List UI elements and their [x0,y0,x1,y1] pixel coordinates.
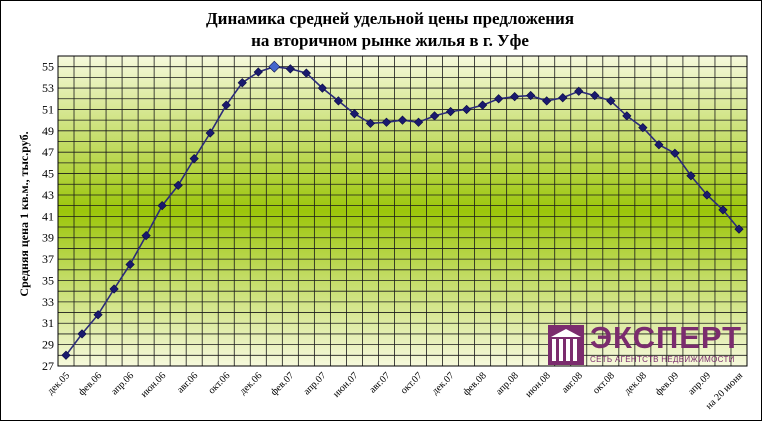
data-point [381,117,392,127]
x-tick-label: фев.08 [461,370,489,398]
data-point [285,64,295,74]
data-point [237,78,247,88]
y-tick-label: 31 [42,316,54,330]
x-tick-label: июн.07 [331,370,360,399]
x-tick-label: апр.07 [302,370,329,397]
x-tick-label: фев.06 [76,370,104,398]
data-point [365,118,376,128]
y-tick-label: 41 [42,209,54,223]
x-tick-label: июн.08 [523,370,552,399]
data-point [397,115,408,125]
plot-border [57,55,748,367]
x-tick-label: дек.08 [622,370,649,397]
x-tick-label: апр.09 [686,370,713,397]
data-point [606,96,616,106]
data-point [125,259,135,270]
data-point [590,90,600,101]
data-point [622,111,632,121]
data-point [61,350,71,360]
data-point [574,86,584,96]
data-point [542,96,552,106]
data-point [718,205,728,215]
y-tick-label: 49 [42,124,54,138]
data-point [221,100,231,110]
plot-area [58,56,747,366]
x-tick-label: фев.07 [269,370,297,398]
logo-tagline: СЕТЬ АГЕНТСТВ НЕДВИЖИМОСТИ [590,355,735,364]
data-point [93,310,103,320]
data-point [413,117,424,127]
data-point [253,67,263,77]
data-point [654,140,664,150]
x-tick-label: апр.06 [109,370,136,397]
y-tick-label: 37 [42,252,54,266]
company-logo: ЭКСПЕРТ СЕТЬ АГЕНТСТВ НЕДВИЖИМОСТИ [546,320,750,368]
x-tick-label: авг.06 [175,370,200,395]
data-point [157,201,167,211]
data-point [686,171,696,181]
x-tick-label: июн.06 [139,370,168,399]
x-tick-label: авг.08 [560,370,585,395]
x-tick-label: дек.06 [238,370,265,397]
data-point [268,60,281,73]
y-tick-label: 55 [42,60,54,74]
data-point [558,93,568,103]
data-point [510,91,520,102]
data-point [638,122,648,133]
chart-title-line-2: на вторичном рынке жилья в г. Уфе [251,31,529,50]
data-point [461,104,472,115]
data-point [477,100,488,110]
y-tick-label: 53 [42,81,54,95]
chart-title: Динамика средней удельной цены предложен… [120,8,660,52]
x-tick-label: авг.07 [367,370,392,395]
data-point [349,109,360,119]
y-tick-label: 29 [42,338,54,352]
data-point [333,96,344,106]
y-tick-label: 35 [42,273,54,287]
data-point [702,190,712,200]
data-point [77,329,87,339]
data-point [526,90,536,101]
x-tick-label: окт.06 [206,370,232,396]
data-point [189,153,199,164]
y-tick-label: 43 [42,188,54,202]
data-point [141,230,151,241]
data-point [429,111,440,121]
chart-title-line-1: Динамика средней удельной цены предложен… [205,9,575,28]
x-tick-label: апр.08 [494,370,521,397]
data-point [494,94,504,104]
x-tick-label: окт.07 [399,370,425,396]
y-tick-label: 27 [42,359,54,373]
data-point [317,83,328,93]
x-tick-label: дек.07 [430,370,457,397]
x-tick-label: окт.08 [591,370,617,396]
data-point [670,148,680,158]
y-tick-label: 51 [42,102,54,116]
x-tick-label: фев.09 [653,370,681,398]
data-point [734,224,744,234]
y-tick-label: 33 [42,295,54,309]
building-icon [548,325,584,365]
y-tick-label: 39 [42,231,54,245]
data-point [205,128,215,138]
data-point [109,284,119,294]
logo-name: ЭКСПЕРТ [590,320,743,355]
x-tick-label: дек.05 [45,370,72,397]
y-tick-label: 47 [42,145,54,159]
y-tick-label: 45 [42,167,54,181]
data-point [301,68,311,78]
data-point [445,106,456,117]
data-point [173,180,183,190]
